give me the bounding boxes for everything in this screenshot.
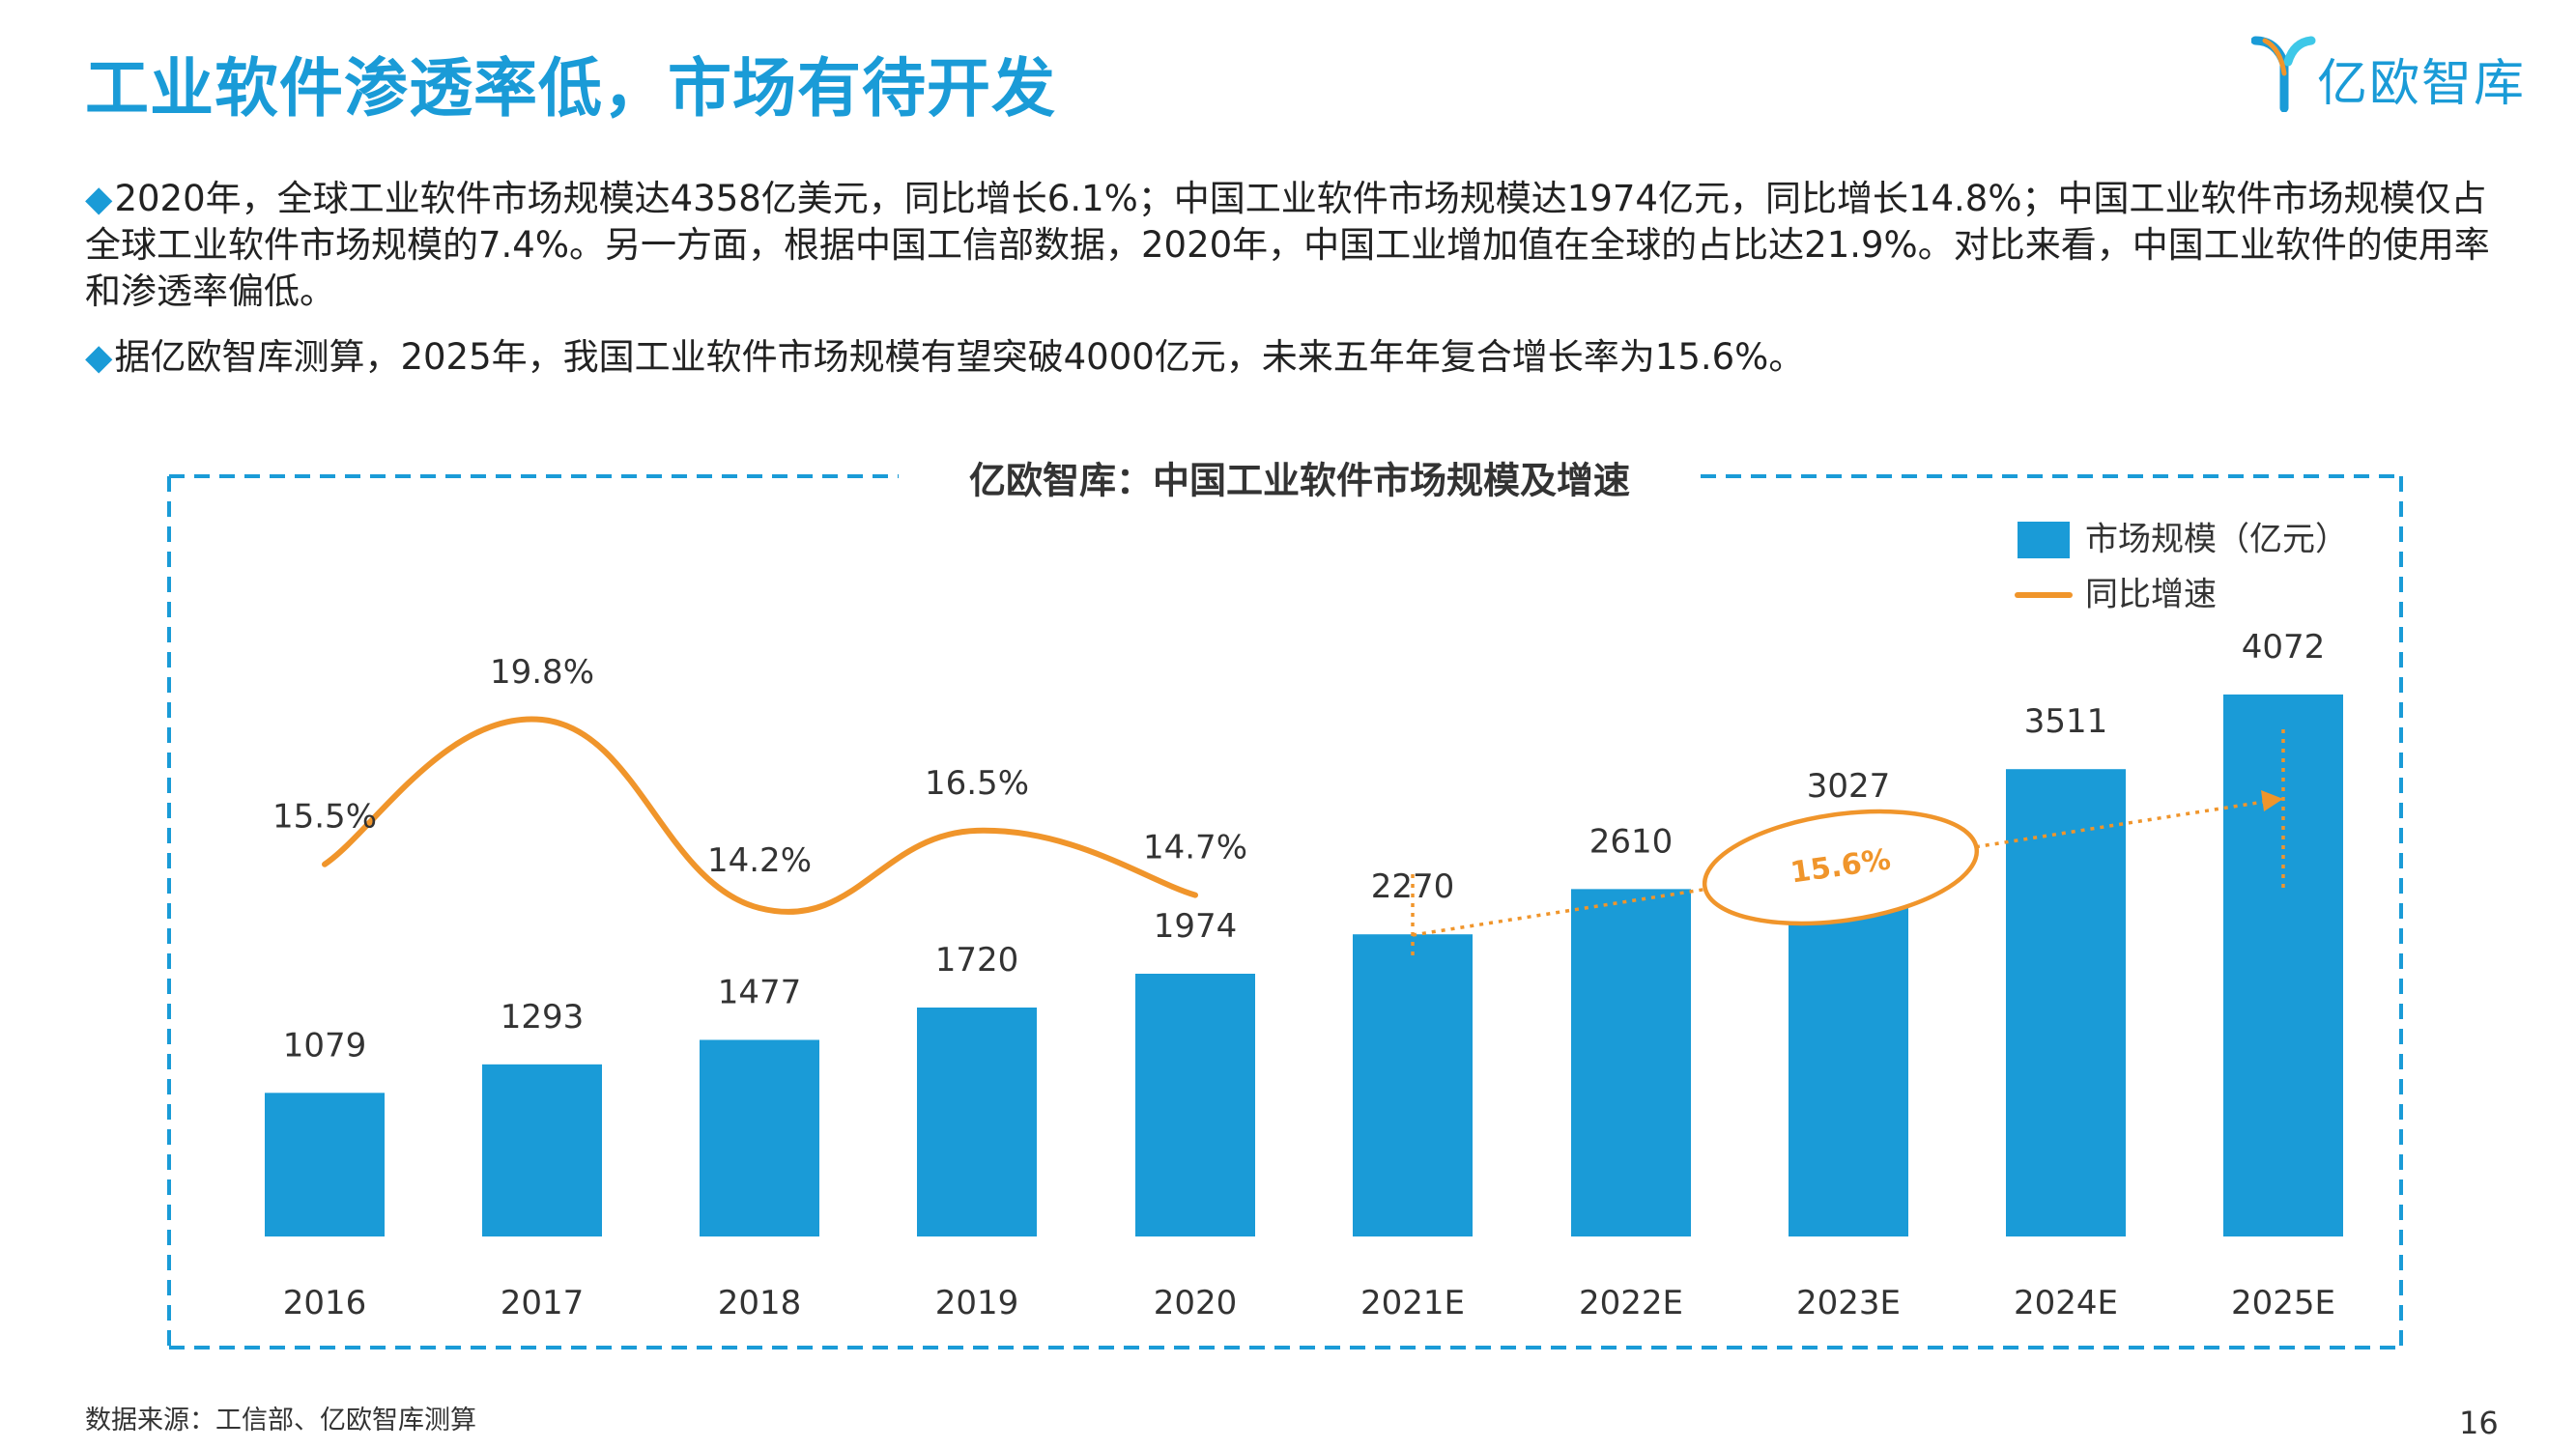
growth-value-label: 16.5% — [925, 764, 1029, 803]
bar — [1571, 889, 1691, 1236]
bullet-item: ◆据亿欧智库测算，2025年，我国工业软件市场规模有望突破4000亿元，未来五年… — [85, 334, 2501, 381]
legend-bar-label: 市场规模（亿元） — [2085, 521, 2348, 559]
growth-value-label: 19.8% — [490, 653, 594, 692]
bar — [265, 1093, 385, 1236]
bar — [482, 1064, 602, 1236]
bullet-text: 2020年，全球工业软件市场规模达4358亿美元，同比增长6.1%；中国工业软件… — [85, 178, 2490, 312]
cagr-arrowhead — [2261, 790, 2283, 811]
bar-value-label: 1477 — [718, 973, 802, 1011]
x-tick-label: 2025E — [2231, 1284, 2335, 1322]
bullet-diamond-icon: ◆ — [85, 178, 113, 219]
logo-icon — [2250, 36, 2316, 113]
chart-title: 亿欧智库：中国工业软件市场规模及增速 — [969, 460, 1630, 502]
x-tick-label: 2016 — [283, 1284, 367, 1322]
growth-value-label: 15.5% — [272, 798, 377, 837]
x-tick-label: 2023E — [1796, 1284, 1901, 1322]
bar-value-label: 1974 — [1154, 907, 1238, 946]
bar-value-label: 2610 — [1589, 822, 1674, 861]
bar-value-label: 1720 — [935, 941, 1019, 980]
bullet-item: ◆2020年，全球工业软件市场规模达4358亿美元，同比增长6.1%；中国工业软… — [85, 176, 2501, 315]
growth-value-label: 14.7% — [1143, 829, 1247, 867]
bar-value-label: 4072 — [2242, 628, 2326, 667]
bullet-text: 据亿欧智库测算，2025年，我国工业软件市场规模有望突破4000亿元，未来五年年… — [114, 336, 1805, 378]
bullet-diamond-icon: ◆ — [85, 336, 113, 378]
logo-text: 亿欧智库 — [2317, 55, 2527, 113]
bar-value-label: 3511 — [2024, 702, 2108, 741]
page-title: 工业软件渗透率低，市场有待开发 — [85, 51, 1056, 126]
legend-line-label: 同比增速 — [2085, 576, 2217, 614]
bar — [700, 1039, 819, 1236]
bar — [2223, 694, 2343, 1236]
x-tick-label: 2018 — [718, 1284, 802, 1322]
logo: 亿欧智库 — [2250, 35, 2541, 122]
x-tick-label: 2024E — [2014, 1284, 2118, 1322]
bullet-list: ◆2020年，全球工业软件市场规模达4358亿美元，同比增长6.1%；中国工业软… — [85, 176, 2501, 400]
cagr-arrow-line — [1412, 800, 2265, 937]
bar-value-label: 1293 — [501, 998, 585, 1037]
x-tick-label: 2017 — [501, 1284, 585, 1322]
x-tick-label: 2022E — [1579, 1284, 1683, 1322]
bar — [1135, 974, 1255, 1236]
x-tick-label: 2019 — [935, 1284, 1019, 1322]
data-source: 数据来源：工信部、亿欧智库测算 — [85, 1406, 476, 1435]
legend-bar-swatch — [2018, 522, 2070, 558]
bar — [2006, 769, 2126, 1236]
cagr-ellipse — [1702, 809, 1980, 926]
growth-value-label: 14.2% — [707, 841, 812, 880]
growth-line — [322, 716, 1198, 916]
x-tick-label: 2020 — [1154, 1284, 1238, 1322]
x-tick-label: 2021E — [1360, 1284, 1465, 1322]
bar-value-label: 1079 — [283, 1026, 367, 1065]
bar — [917, 1007, 1037, 1236]
bar-value-label: 3027 — [1807, 767, 1891, 806]
bar — [1353, 934, 1473, 1236]
page-number: 16 — [2459, 1405, 2499, 1441]
